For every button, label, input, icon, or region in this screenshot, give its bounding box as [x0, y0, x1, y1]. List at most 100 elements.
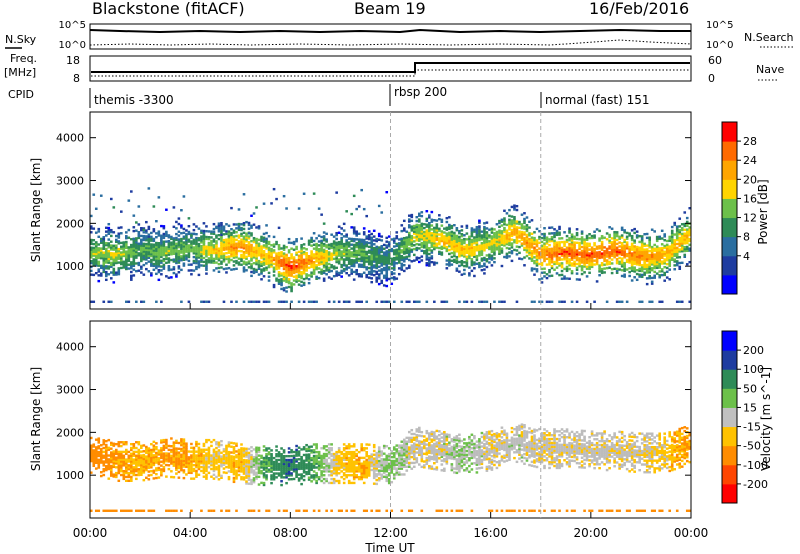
power-cell — [575, 241, 579, 244]
power-cell — [245, 261, 248, 264]
power-cell — [675, 252, 679, 255]
power-cell — [520, 232, 524, 236]
power-cell — [292, 258, 296, 261]
power-cell — [548, 300, 551, 303]
power-cell — [170, 268, 173, 271]
power-cell — [470, 238, 474, 242]
velocity-cell — [245, 447, 248, 450]
power-cell — [525, 237, 529, 240]
power-cell — [505, 229, 509, 232]
power-cell — [598, 264, 601, 267]
power-cell — [660, 243, 664, 246]
velocity-cell — [195, 440, 198, 444]
power-cell — [535, 241, 539, 244]
power-cell — [345, 239, 348, 242]
velocity-cell — [150, 466, 153, 469]
velocity-cell — [104, 439, 108, 443]
power-cell — [463, 237, 466, 241]
power-cell — [132, 214, 136, 217]
power-cell — [440, 245, 444, 249]
power-cell — [407, 253, 411, 256]
power-cell — [265, 231, 268, 235]
power-cell — [117, 240, 121, 243]
velocity-cell — [260, 470, 263, 473]
power-cell — [613, 234, 616, 238]
power-cell — [420, 236, 424, 239]
power-cell — [435, 225, 439, 228]
velocity-cell — [89, 450, 93, 453]
power-cell — [310, 271, 313, 274]
power-cell — [675, 227, 679, 230]
velocity-cell — [120, 460, 123, 463]
power-cell — [443, 227, 446, 230]
velocity-cell — [160, 468, 163, 471]
power-cell — [250, 300, 253, 303]
power-cell — [673, 250, 677, 254]
power-cell — [245, 257, 248, 260]
power-cell — [227, 239, 231, 243]
velocity-cell — [257, 469, 261, 473]
power-cell — [435, 261, 439, 265]
colorbar-segment — [722, 274, 737, 295]
power-cell — [630, 256, 634, 259]
velocity-cell — [175, 462, 178, 466]
velocity-cell — [215, 468, 218, 471]
power-cell — [623, 265, 626, 269]
power-cell — [420, 222, 424, 226]
power-cell — [200, 248, 203, 252]
power-cell — [678, 240, 682, 244]
power-cell — [595, 228, 599, 231]
power-cell — [330, 252, 333, 255]
power-cell — [608, 226, 611, 229]
velocity-cell — [135, 450, 138, 454]
power-cell — [362, 258, 366, 261]
power-cell — [195, 236, 198, 240]
power-cell — [187, 248, 191, 251]
power-cell — [377, 275, 381, 278]
velocity-cell — [94, 509, 98, 512]
power-cell — [367, 262, 371, 266]
power-cell — [152, 268, 156, 271]
power-cell — [275, 277, 278, 280]
power-cell — [99, 255, 103, 258]
power-cell — [117, 236, 121, 239]
power-cell — [202, 251, 206, 254]
velocity-cell — [180, 459, 183, 462]
power-cell — [262, 238, 266, 241]
velocity-cell — [232, 476, 236, 480]
velocity-cell — [125, 464, 128, 467]
velocity-cell — [147, 447, 151, 450]
power-cell — [292, 256, 296, 259]
velocity-cell — [200, 452, 203, 455]
power-cell — [565, 259, 569, 263]
power-cell — [232, 254, 236, 257]
power-cell — [460, 233, 464, 236]
power-cell — [170, 247, 173, 250]
velocity-cell — [257, 483, 261, 486]
power-cell — [285, 269, 288, 272]
velocity-cell — [99, 453, 103, 457]
velocity-cell — [160, 472, 163, 475]
power-cell — [420, 243, 424, 247]
power-cell — [140, 267, 143, 270]
velocity-cell — [162, 446, 166, 450]
colorbar-segment — [722, 236, 737, 257]
power-cell — [195, 261, 198, 265]
power-cell — [633, 252, 636, 256]
velocity-cell — [252, 473, 256, 476]
velocity-cell — [172, 460, 176, 464]
power-cell — [560, 269, 564, 273]
velocity-cell — [102, 460, 106, 463]
velocity-cell — [255, 452, 258, 455]
velocity-cell — [182, 471, 186, 474]
power-cell — [175, 261, 178, 265]
power-cell — [222, 256, 226, 259]
power-cell — [112, 271, 116, 274]
power-cell — [535, 270, 539, 273]
power-cell — [335, 257, 338, 260]
power-cell — [503, 238, 506, 241]
velocity-cell — [185, 446, 188, 449]
power-cell — [653, 262, 656, 266]
power-cell — [543, 254, 546, 257]
power-cell — [560, 277, 564, 280]
